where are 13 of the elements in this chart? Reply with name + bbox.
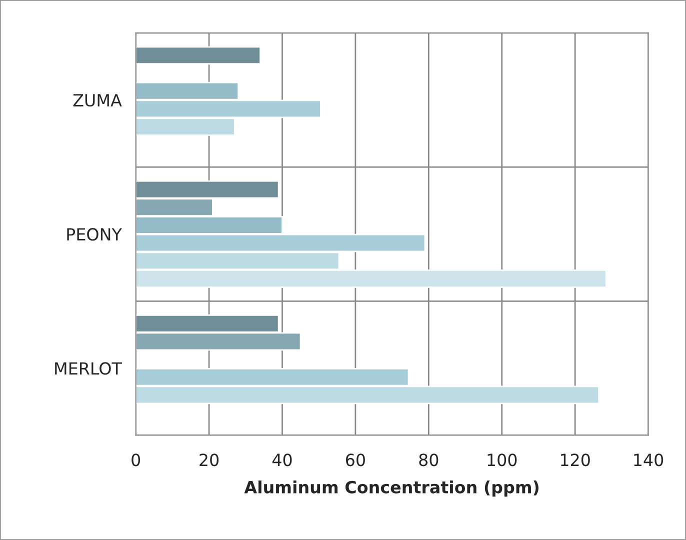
- y-tick-label: ZUMA: [73, 94, 122, 107]
- x-tick-label: 60: [346, 454, 365, 466]
- x-tick-label: 120: [560, 454, 590, 466]
- y-tick-label: MERLOT: [55, 362, 122, 375]
- x-tick-label: 0: [132, 454, 140, 466]
- bar: [136, 46, 261, 65]
- x-tick-label: 80: [419, 454, 438, 466]
- x-axis-title: Aluminum Concentration (ppm): [244, 480, 538, 497]
- x-tick-label: 20: [200, 454, 219, 466]
- x-tick-label: 140: [634, 454, 664, 466]
- x-tick-label: 100: [488, 454, 517, 466]
- x-tick-label: 40: [272, 454, 292, 466]
- y-tick-label: PEONY: [67, 228, 122, 241]
